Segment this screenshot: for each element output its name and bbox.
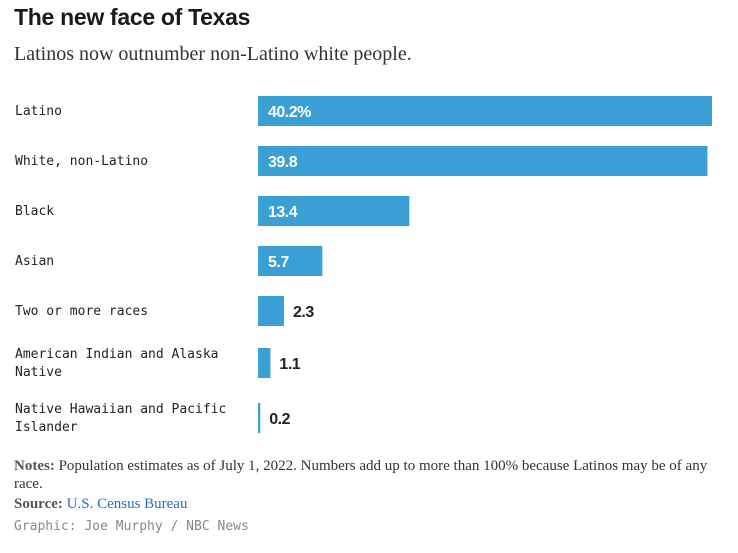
value-label-american-indian-and-alaska-native: 1.1 <box>279 356 300 373</box>
source-label: Source: <box>14 496 63 512</box>
notes-label: Notes: <box>14 458 55 474</box>
bar-chart: Latino 40.2% White, non-Latino 39.8 Black 13.… <box>15 96 712 435</box>
category-label-native-hawaiian-and-pacific-islander: Native Hawaiian and Pacific Islander <box>15 402 226 435</box>
category-label-two-or-more-races: Two or more races <box>15 304 148 319</box>
notes-text: Population estimates as of July 1, 2022.… <box>14 458 708 492</box>
value-label-latino: 40.2% <box>268 104 311 121</box>
category-label-white-non-latino: White, non-Latino <box>15 154 148 169</box>
value-label-white-non-latino: 39.8 <box>268 154 298 171</box>
value-label-black: 13.4 <box>268 204 298 221</box>
bar-native-hawaiian-and-pacific-islander <box>258 403 261 433</box>
value-label-asian: 5.7 <box>268 254 289 271</box>
chart-title: The new face of Texas <box>14 4 251 30</box>
graphic-credit: Graphic: Joe Murphy / NBC News <box>14 519 249 534</box>
value-label-two-or-more-races: 2.3 <box>293 304 314 321</box>
category-label-latino: Latino <box>15 104 62 119</box>
bar-asian <box>258 246 323 276</box>
value-label-native-hawaiian-and-pacific-islander: 0.2 <box>269 411 290 428</box>
bar-white-non-latino <box>258 146 708 176</box>
category-label-black: Black <box>15 204 54 219</box>
bar-two-or-more-races <box>258 296 284 326</box>
category-label-asian: Asian <box>15 254 54 269</box>
category-label-american-indian-and-alaska-native: American Indian and Alaska Native <box>15 347 219 380</box>
chart-subtitle: Latinos now outnumber non-Latino white p… <box>14 43 412 65</box>
source-link[interactable]: U.S. Census Bureau <box>66 496 188 512</box>
bar-latino <box>258 96 712 126</box>
bar-american-indian-and-alaska-native <box>258 348 271 378</box>
bar-black <box>258 196 410 226</box>
notes: Notes: Population estimates as of July 1… <box>14 457 714 493</box>
source: Source: U.S. Census Bureau <box>14 496 187 513</box>
